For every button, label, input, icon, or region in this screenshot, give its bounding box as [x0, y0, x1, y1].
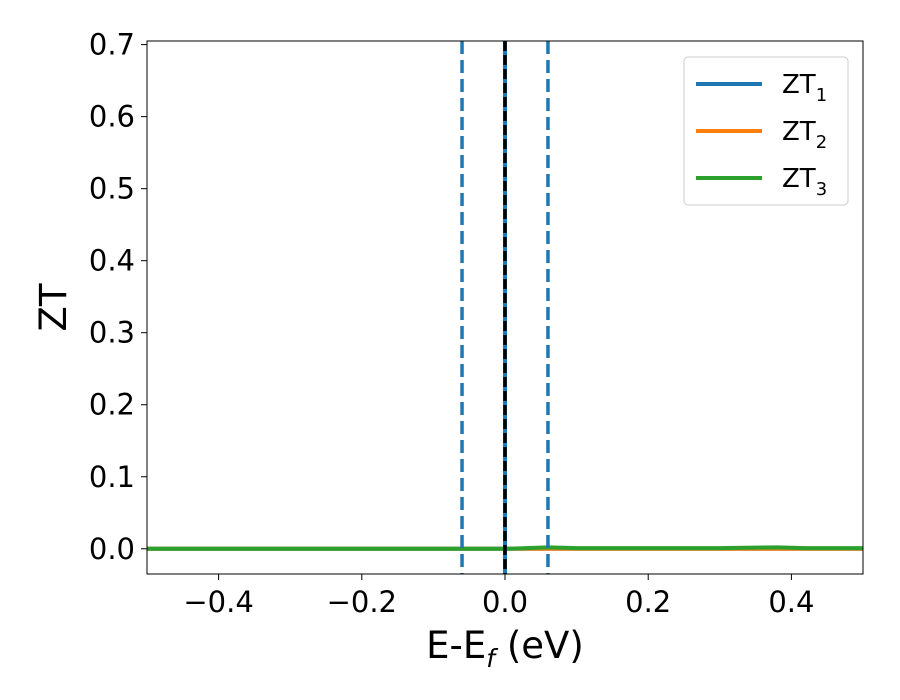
y-tick-label: 0.5	[89, 172, 135, 206]
y-tick-label: 0.6	[89, 100, 135, 134]
x-tick-label: −0.4	[183, 585, 253, 619]
x-axis-label: E-Ef (eV)	[426, 624, 584, 673]
legend-label-2: ZT2	[782, 117, 827, 153]
x-tick-label: 0.0	[482, 585, 528, 619]
x-tick-label: −0.2	[327, 585, 397, 619]
legend: ZT1 ZT2 ZT3	[683, 56, 849, 206]
y-tick-label: 0.1	[89, 460, 135, 494]
y-axis-label: ZT	[32, 283, 75, 331]
x-label-unit: (eV)	[495, 624, 584, 667]
y-tick-label: 0.3	[89, 316, 135, 350]
y-tick-label: 0.0	[89, 532, 135, 566]
legend-label-1: ZT1	[782, 70, 827, 106]
legend-box	[683, 56, 849, 206]
y-tick-label: 0.7	[89, 28, 135, 62]
x-tick-label: 0.2	[625, 585, 671, 619]
x-label-main: E-E	[426, 624, 486, 667]
y-tick-label: 0.2	[89, 388, 135, 422]
series-line-3	[147, 545, 863, 551]
y-tick-label: 0.4	[89, 244, 135, 278]
x-tick-label: 0.4	[768, 585, 814, 619]
legend-label-3: ZT3	[782, 164, 827, 200]
